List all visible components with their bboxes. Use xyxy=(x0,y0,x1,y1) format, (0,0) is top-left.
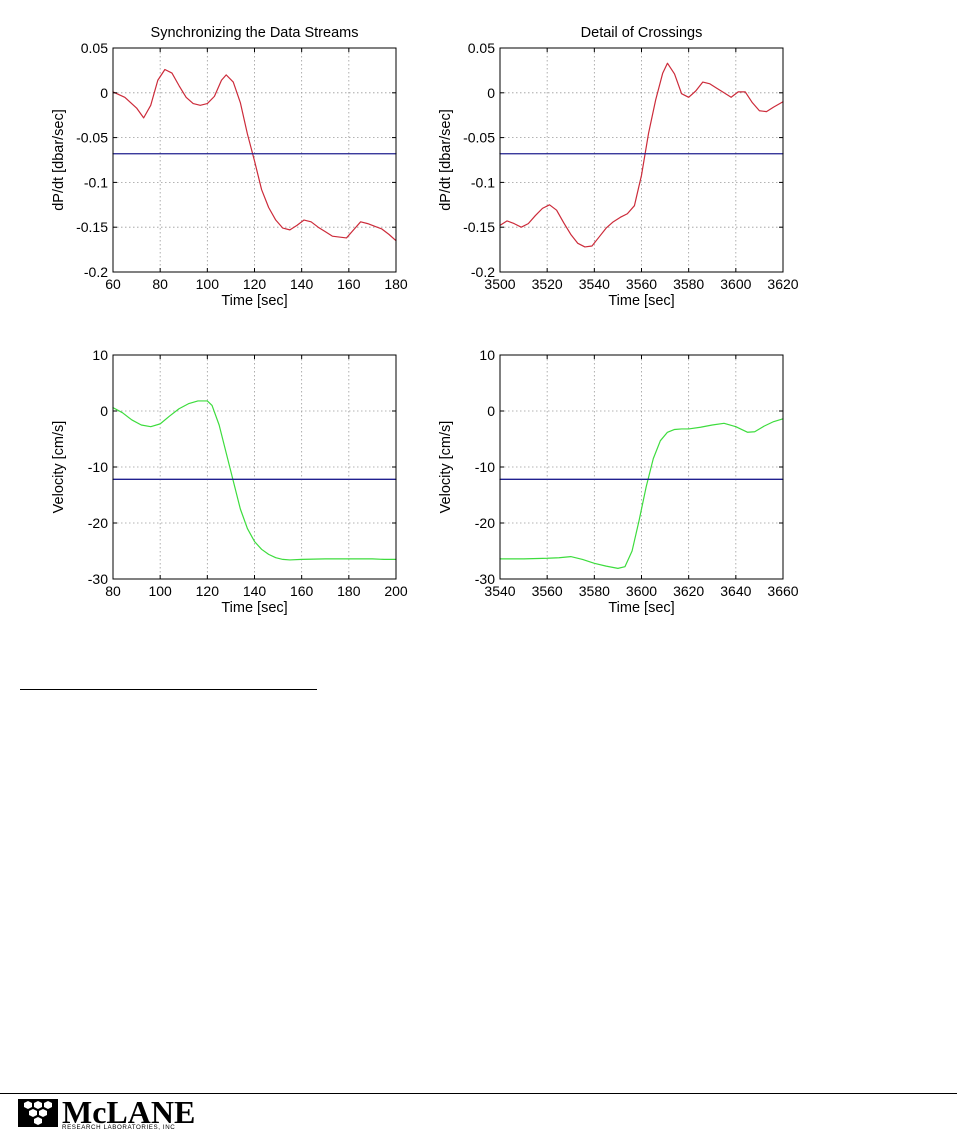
y-tick-label: -10 xyxy=(475,459,495,475)
x-tick-label: 3540 xyxy=(579,276,610,292)
y-tick-label: -0.2 xyxy=(84,264,108,280)
x-tick-label: 3560 xyxy=(626,276,657,292)
x-tick-label: 100 xyxy=(196,276,220,292)
x-tick-label: 180 xyxy=(384,276,408,292)
y-tick-label: -30 xyxy=(88,571,108,587)
data-line xyxy=(499,418,784,569)
data-line xyxy=(112,400,397,561)
x-tick-label: 3500 xyxy=(484,276,515,292)
x-tick-label: 100 xyxy=(148,583,172,599)
x-axis-label: Time [sec] xyxy=(608,600,674,616)
y-tick-label: -20 xyxy=(88,515,108,531)
x-tick-label: 3600 xyxy=(626,583,657,599)
data-line xyxy=(499,62,784,248)
chart-title: Synchronizing the Data Streams xyxy=(151,25,359,41)
logo-subtitle: RESEARCH LABORATORIES, INC xyxy=(62,1124,176,1131)
x-tick-label: 3580 xyxy=(579,583,610,599)
chart-top-left: 60 80 100 120 140 160 180 -0.2 -0.15 -0.1 -0.05 0 0.… xyxy=(51,25,408,309)
y-tick-label: -0.1 xyxy=(84,174,108,190)
x-tick-label: 3600 xyxy=(720,276,751,292)
y-tick-label: -0.1 xyxy=(471,174,495,190)
y-tick-label: -0.05 xyxy=(463,130,495,146)
x-tick-label: 140 xyxy=(290,276,314,292)
x-tick-label: 3620 xyxy=(767,276,798,292)
x-tick-label: 3560 xyxy=(532,583,563,599)
y-axis-label: dP/dt [dbar/sec] xyxy=(438,109,454,211)
chart-top-right: 3500 3520 3540 3560 3580 3600 3620 -0.2 -0.15 -0.… xyxy=(438,25,799,309)
x-axis-label: Time [sec] xyxy=(221,600,287,616)
y-tick-label: -0.15 xyxy=(463,219,495,235)
hexagon-cluster-icon xyxy=(18,1099,58,1127)
y-tick-label: -10 xyxy=(88,459,108,475)
x-tick-label: 3540 xyxy=(484,583,515,599)
y-tick-label: -0.15 xyxy=(76,219,108,235)
y-tick-label: 10 xyxy=(479,347,495,363)
y-axis-label: dP/dt [dbar/sec] xyxy=(51,109,67,211)
y-tick-label: 0.05 xyxy=(81,40,108,56)
x-tick-label: 3520 xyxy=(532,276,563,292)
x-axis-label: Time [sec] xyxy=(608,293,674,309)
y-tick-label: -30 xyxy=(475,571,495,587)
mclane-logo: McLANE RESEARCH LABORATORIES, INC xyxy=(16,1094,216,1133)
y-tick-label: 0 xyxy=(487,85,495,101)
x-tick-label: 120 xyxy=(196,583,220,599)
x-tick-label: 160 xyxy=(337,276,361,292)
x-tick-label: 3640 xyxy=(720,583,751,599)
y-tick-label: -20 xyxy=(475,515,495,531)
x-tick-label: 80 xyxy=(105,583,121,599)
y-tick-label: 0 xyxy=(100,403,108,419)
logo-wordmark: McLANE xyxy=(62,1094,196,1130)
y-axis-label: Velocity [cm/s] xyxy=(438,421,454,514)
y-tick-label: 10 xyxy=(92,347,108,363)
y-tick-label: -0.2 xyxy=(471,264,495,280)
y-axis-label: Velocity [cm/s] xyxy=(51,421,67,514)
x-tick-label: 180 xyxy=(337,583,361,599)
footer-divider xyxy=(0,1093,957,1094)
y-tick-label: 0 xyxy=(487,403,495,419)
y-tick-label: -0.05 xyxy=(76,130,108,146)
footnote-divider xyxy=(20,689,317,690)
data-line xyxy=(112,68,397,242)
figure: 60 80 100 120 140 160 180-0.2-0.15-0.1-0.0500.… xyxy=(51,25,799,616)
x-tick-label: 3580 xyxy=(673,276,704,292)
x-tick-label: 120 xyxy=(243,276,267,292)
y-tick-label: 0.05 xyxy=(468,40,495,56)
x-tick-label: 200 xyxy=(384,583,408,599)
x-tick-label: 160 xyxy=(290,583,314,599)
chart-bottom-right: 3540 3560 3580 3600 3620 3640 3660 -30 -20 -10 0 10… xyxy=(438,347,799,616)
x-tick-label: 140 xyxy=(243,583,267,599)
chart-title: Detail of Crossings xyxy=(581,25,703,41)
x-axis-label: Time [sec] xyxy=(221,293,287,309)
y-tick-label: 0 xyxy=(100,85,108,101)
x-tick-label: 60 xyxy=(105,276,121,292)
x-tick-label: 80 xyxy=(152,276,168,292)
chart-bottom-left: 80 100 120 140 160 180 200 -30 -20 -10 0 10 Time [se… xyxy=(51,347,408,616)
x-tick-label: 3660 xyxy=(767,583,798,599)
x-tick-label: 3620 xyxy=(673,583,704,599)
